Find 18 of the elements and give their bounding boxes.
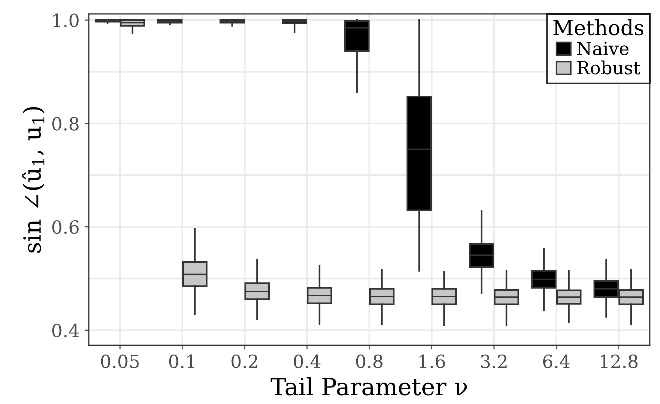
x-tick-label: 1.6	[420, 354, 446, 368]
y-axis-title: sin ∠(û$_{1}$, u$_{1}$)	[22, 107, 45, 253]
x-tick-label: 0.8	[356, 354, 383, 368]
y-tick-label: 1.0	[54, 14, 79, 28]
x-axis-title: Tail Parameter ν	[270, 377, 468, 396]
legend-label: Robust	[578, 60, 641, 75]
legend-label: Naive	[577, 42, 629, 56]
y-tick-label: 0.6	[52, 220, 79, 234]
x-tick-label: 0.2	[232, 354, 258, 368]
x-tick-label: 0.1	[169, 354, 194, 368]
x-tick-label: 0.05	[101, 354, 139, 368]
x-tick-label: 0.4	[294, 354, 321, 368]
y-tick-label: 0.8	[52, 117, 79, 131]
x-tick-label: 6.4	[543, 354, 570, 368]
x-tick-label: 12.8	[601, 354, 638, 368]
legend-title: Methods	[554, 20, 644, 36]
x-tick-label: 3.2	[481, 354, 507, 368]
y-tick-label: 0.4	[52, 324, 80, 338]
